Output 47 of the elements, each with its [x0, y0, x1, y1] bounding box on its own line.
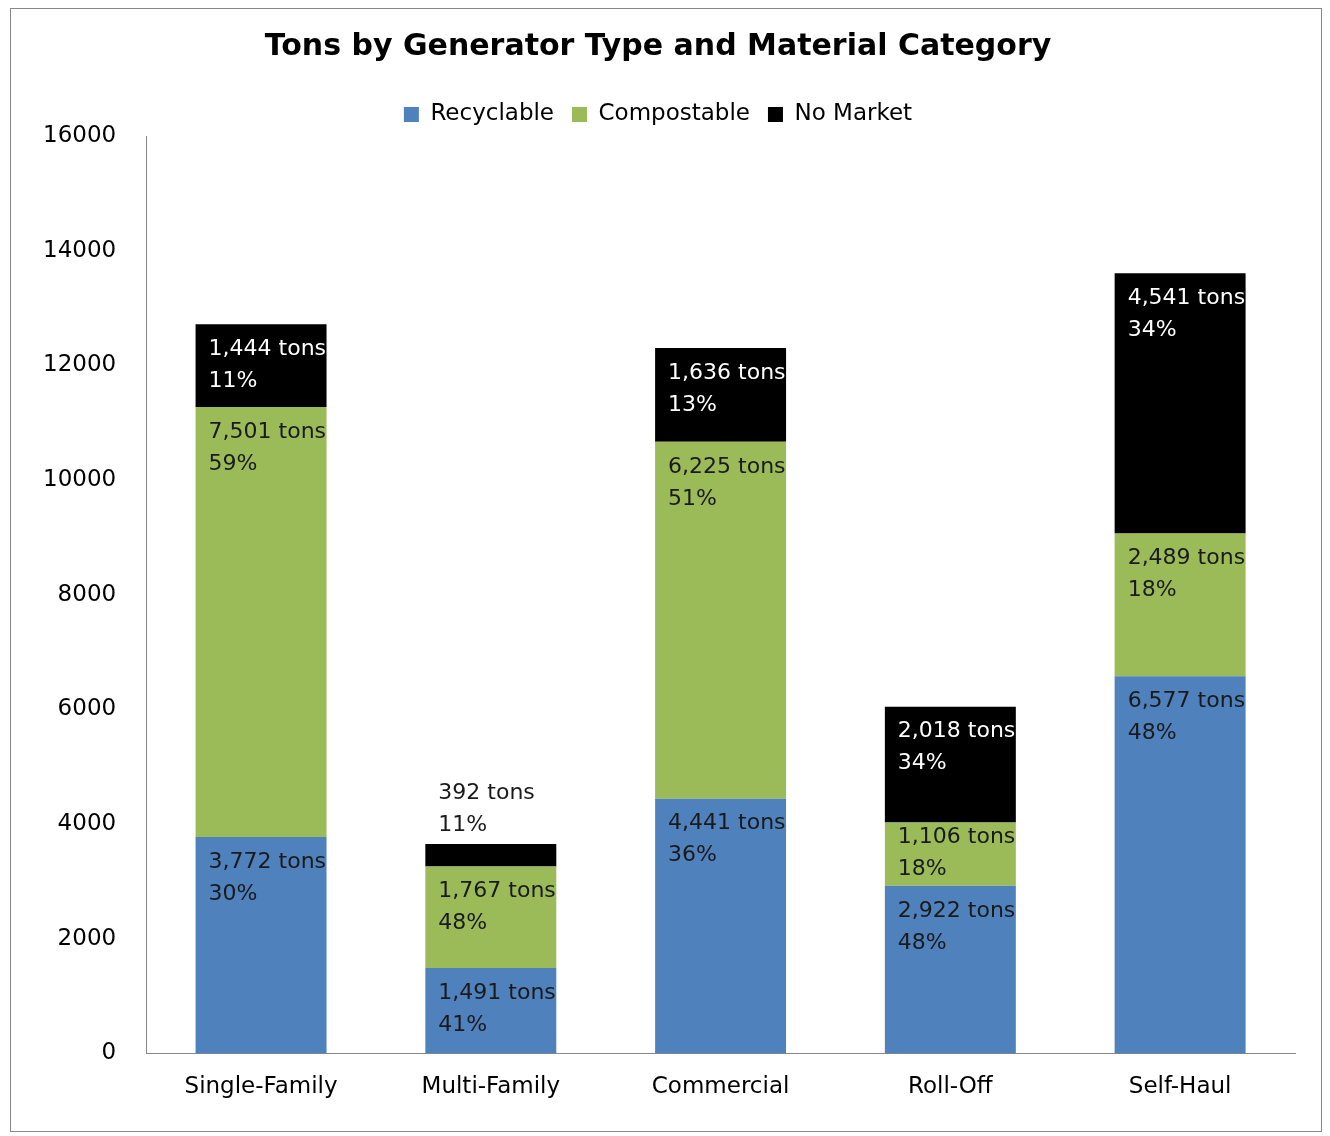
- y-tick-label: 10000: [42, 464, 117, 491]
- x-tick-label: Roll-Off: [908, 1072, 994, 1099]
- bar: [1114, 533, 1246, 677]
- x-tick-label: Commercial: [651, 1072, 790, 1099]
- legend-label: Compostable: [598, 99, 750, 126]
- bar: [655, 348, 787, 442]
- bar: [884, 885, 1016, 1054]
- bar: [655, 441, 787, 799]
- data-label: 2,922 tons 48%: [897, 896, 1016, 954]
- y-tick-label: 6000: [57, 694, 117, 721]
- bar: [425, 967, 557, 1054]
- y-tick-label: 0: [101, 1038, 117, 1065]
- data-label: 1,106 tons 18%: [897, 823, 1016, 881]
- bar: [1114, 273, 1246, 534]
- data-label: 4,541 tons 34%: [1127, 283, 1246, 341]
- data-label: 7,501 tons 59%: [208, 417, 327, 475]
- bar: [195, 837, 327, 1054]
- bar: [1114, 676, 1246, 1054]
- y-tick-label: 16000: [42, 120, 117, 147]
- data-label: 1,767 tons 48%: [438, 877, 556, 935]
- y-tick-label: 4000: [57, 809, 117, 836]
- x-tick-label: Multi-Family: [421, 1072, 561, 1099]
- data-label: 1,491 tons 41%: [438, 978, 556, 1036]
- bar: [425, 844, 557, 867]
- data-label: 392 tons 11%: [438, 778, 535, 836]
- bar: [195, 324, 327, 408]
- legend-label: No Market: [794, 99, 913, 126]
- data-label: 1,444 tons 11%: [208, 334, 327, 392]
- bar: [655, 798, 787, 1054]
- y-tick-label: 2000: [57, 923, 117, 950]
- bar: [884, 706, 1016, 823]
- data-label: 3,772 tons 30%: [208, 847, 327, 905]
- chart-title: Tons by Generator Type and Material Category: [264, 26, 1052, 62]
- y-tick-label: 12000: [42, 350, 117, 377]
- data-label: 6,577 tons 48%: [1127, 687, 1246, 745]
- data-label: 2,018 tons 34%: [897, 717, 1016, 775]
- x-tick-label: Single-Family: [184, 1072, 338, 1099]
- y-tick-label: 8000: [57, 579, 117, 606]
- data-label: 2,489 tons 18%: [1127, 544, 1246, 602]
- data-label: 1,636 tons 13%: [668, 358, 786, 416]
- bar: [195, 407, 327, 838]
- y-tick-label: 14000: [42, 235, 117, 262]
- data-label: 6,225 tons 51%: [668, 452, 786, 510]
- data-label: 4,441 tons 36%: [668, 809, 786, 867]
- x-tick-label: Self-Haul: [1128, 1072, 1232, 1099]
- legend-label: Recyclable: [430, 99, 555, 126]
- bar: [425, 866, 557, 968]
